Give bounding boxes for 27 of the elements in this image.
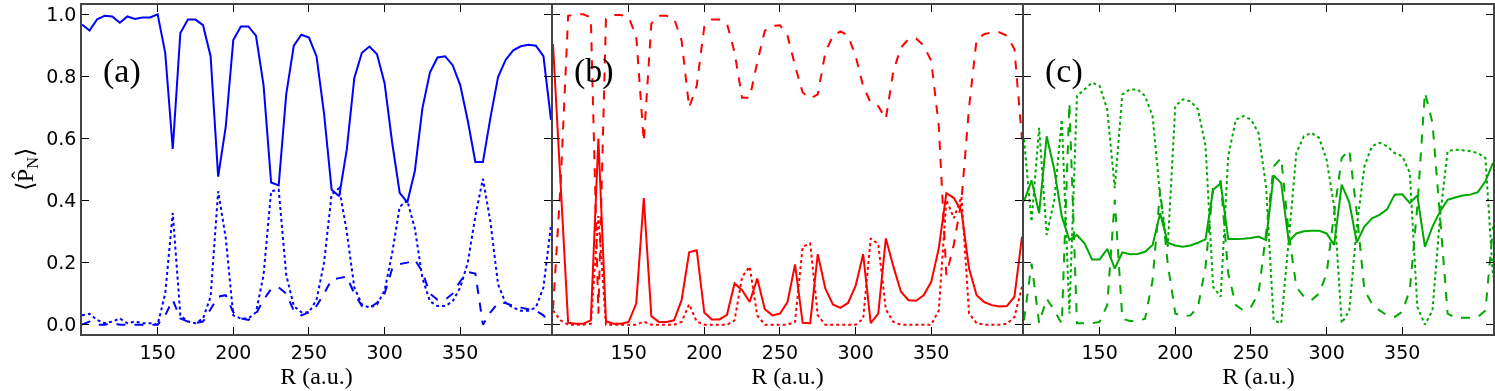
x-tick-label: 350	[1384, 340, 1421, 363]
x-tick-label: 300	[1308, 340, 1345, 363]
y-tick-label: 0.6	[46, 127, 77, 150]
x-tick-label: 200	[1157, 340, 1194, 363]
x-tick-label: 300	[366, 340, 403, 363]
annotation: (c)	[1045, 52, 1083, 90]
x-axis-title: R (a.u.)	[751, 362, 824, 389]
x-axis-title: R (a.u.)	[1222, 362, 1295, 389]
x-tick-label: 150	[139, 340, 176, 363]
annotation: (a)	[103, 52, 141, 90]
x-tick-label: 350	[442, 340, 479, 363]
y-tick-label: 0.4	[46, 189, 77, 212]
y-tick-label: 1.0	[46, 2, 77, 25]
x-tick-label: 250	[761, 340, 799, 363]
x-tick-label: 350	[913, 340, 950, 363]
y-tick-label: 0.0	[46, 313, 77, 336]
y-tick-label: 0.2	[46, 251, 77, 274]
x-tick-label: 200	[215, 340, 252, 363]
x-tick-label: 250	[290, 340, 328, 363]
x-tick-label: 250	[1232, 340, 1270, 363]
y-tick-label: 0.8	[46, 65, 77, 88]
x-tick-label: 150	[610, 340, 647, 363]
x-tick-label: 200	[686, 340, 723, 363]
x-tick-label: 300	[837, 340, 874, 363]
x-axis-title: R (a.u.)	[280, 362, 353, 389]
annotation: (b)	[574, 52, 614, 90]
x-tick-label: 150	[1081, 340, 1118, 363]
